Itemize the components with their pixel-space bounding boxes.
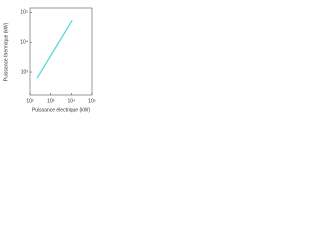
- x-axis-label: Puissance électrique (kW): [32, 107, 90, 113]
- x-tick-label: 10⁴: [67, 98, 75, 104]
- x-tick-label: 10⁵: [88, 98, 96, 104]
- y-tick-label: 10⁵: [20, 10, 28, 16]
- y-tick-label: 10³: [21, 69, 29, 75]
- page: {"chart_data": {"type": "line", "log_x":…: [0, 0, 100, 118]
- plot-frame: [29, 7, 93, 96]
- x-tick-label: 10³: [47, 98, 55, 104]
- chart: Puissance thermique (kW) Puissance élect…: [3, 7, 96, 113]
- y-axis-label: Puissance thermique (kW): [3, 22, 9, 81]
- y-tick-label: 10⁴: [20, 40, 28, 46]
- x-tick-label: 10²: [26, 98, 34, 104]
- line: [36, 20, 73, 79]
